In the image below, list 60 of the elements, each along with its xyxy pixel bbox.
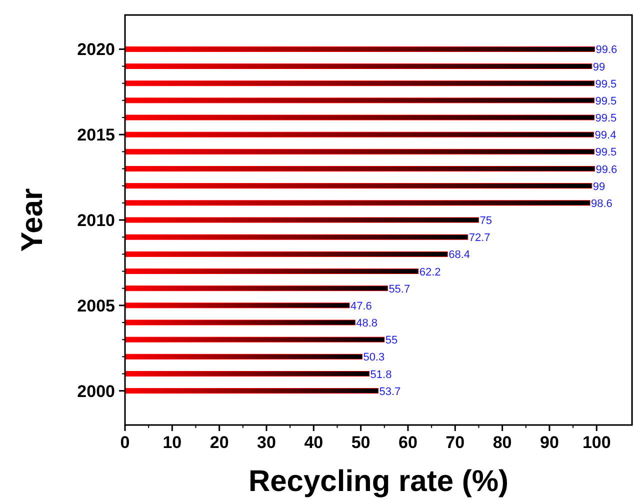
x-tick-label: 90 (540, 433, 559, 452)
x-tick-label: 100 (582, 433, 611, 452)
data-label: 75 (480, 215, 492, 227)
x-axis-title: Recycling rate (%) (248, 465, 509, 498)
bar (124, 302, 350, 308)
y-tick-label: 2005 (77, 296, 115, 316)
x-tick-label: 10 (162, 433, 182, 452)
bar (124, 183, 592, 189)
bar (124, 251, 448, 257)
y-axis-title: Year (16, 188, 49, 252)
y-tick-label: 2015 (77, 126, 115, 145)
data-label: 48.8 (356, 318, 378, 330)
bar (124, 371, 370, 376)
bar (124, 80, 595, 86)
bar (124, 320, 356, 326)
data-label: 99.5 (595, 146, 617, 159)
data-label: 99.5 (595, 112, 617, 124)
bar (124, 200, 590, 206)
data-label: 50.3 (363, 352, 385, 364)
data-label: 47.6 (350, 300, 372, 312)
data-label: 99 (592, 180, 606, 193)
data-label: 62.2 (419, 266, 441, 278)
bar (124, 98, 595, 104)
data-label: 55.7 (388, 283, 410, 296)
y-tick-label: 2020 (77, 40, 115, 60)
x-tick-label: 60 (398, 433, 418, 452)
x-tick-label: 30 (257, 433, 276, 452)
data-label: 55 (385, 334, 398, 347)
bar (124, 286, 388, 292)
x-tick-label: 50 (351, 433, 370, 452)
data-label: 99.5 (595, 78, 617, 90)
data-label: 99.4 (594, 130, 616, 142)
bar (124, 234, 468, 240)
data-label: 51.8 (370, 368, 392, 381)
bar (124, 268, 419, 274)
bar (124, 148, 595, 154)
bar (124, 114, 595, 120)
bar (124, 388, 379, 394)
data-label: 98.6 (591, 198, 612, 210)
bar (124, 336, 385, 342)
bar (124, 46, 595, 52)
bar (124, 64, 592, 69)
bar (124, 132, 594, 138)
x-tick-label: 0 (120, 433, 130, 452)
y-tick-label: 2000 (77, 382, 115, 401)
bar (124, 354, 362, 360)
x-tick-label: 40 (304, 433, 324, 452)
data-label: 99.6 (596, 44, 618, 56)
data-label: 99.6 (596, 164, 618, 176)
data-label: 72.7 (468, 232, 490, 244)
x-tick-label: 80 (492, 433, 512, 452)
x-tick-label: 20 (210, 433, 229, 452)
y-tick-label: 2010 (77, 211, 115, 230)
data-label: 99 (592, 61, 606, 74)
data-label: 68.4 (448, 249, 470, 262)
data-label: 99.5 (595, 95, 617, 108)
bar (124, 166, 595, 172)
bar (124, 217, 479, 223)
data-label: 53.7 (379, 386, 401, 398)
x-tick-label: 70 (446, 433, 465, 452)
